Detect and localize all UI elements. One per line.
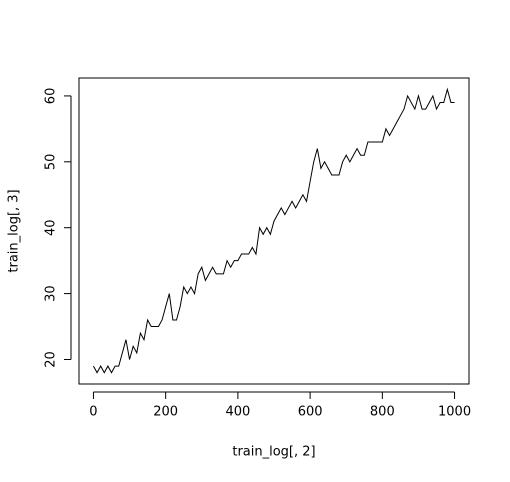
x-tick-label: 1000 — [438, 405, 471, 420]
x-tick-label: 0 — [89, 405, 97, 420]
y-axis-label: train_log[, 3] — [7, 189, 22, 272]
y-tick-label: 50 — [44, 154, 59, 171]
data-line — [93, 87, 455, 374]
x-tick-label: 600 — [298, 405, 323, 420]
y-tick-label: 60 — [44, 88, 59, 105]
x-tick-label: 800 — [370, 405, 395, 420]
x-axis-label: train_log[, 2] — [232, 445, 315, 460]
plot-box — [78, 77, 470, 385]
y-tick-label: 30 — [44, 285, 59, 302]
y-tick-label: 40 — [44, 219, 59, 236]
x-tick-label: 400 — [225, 405, 250, 420]
x-tick-label: 200 — [153, 405, 178, 420]
y-tick-label: 20 — [44, 351, 59, 368]
